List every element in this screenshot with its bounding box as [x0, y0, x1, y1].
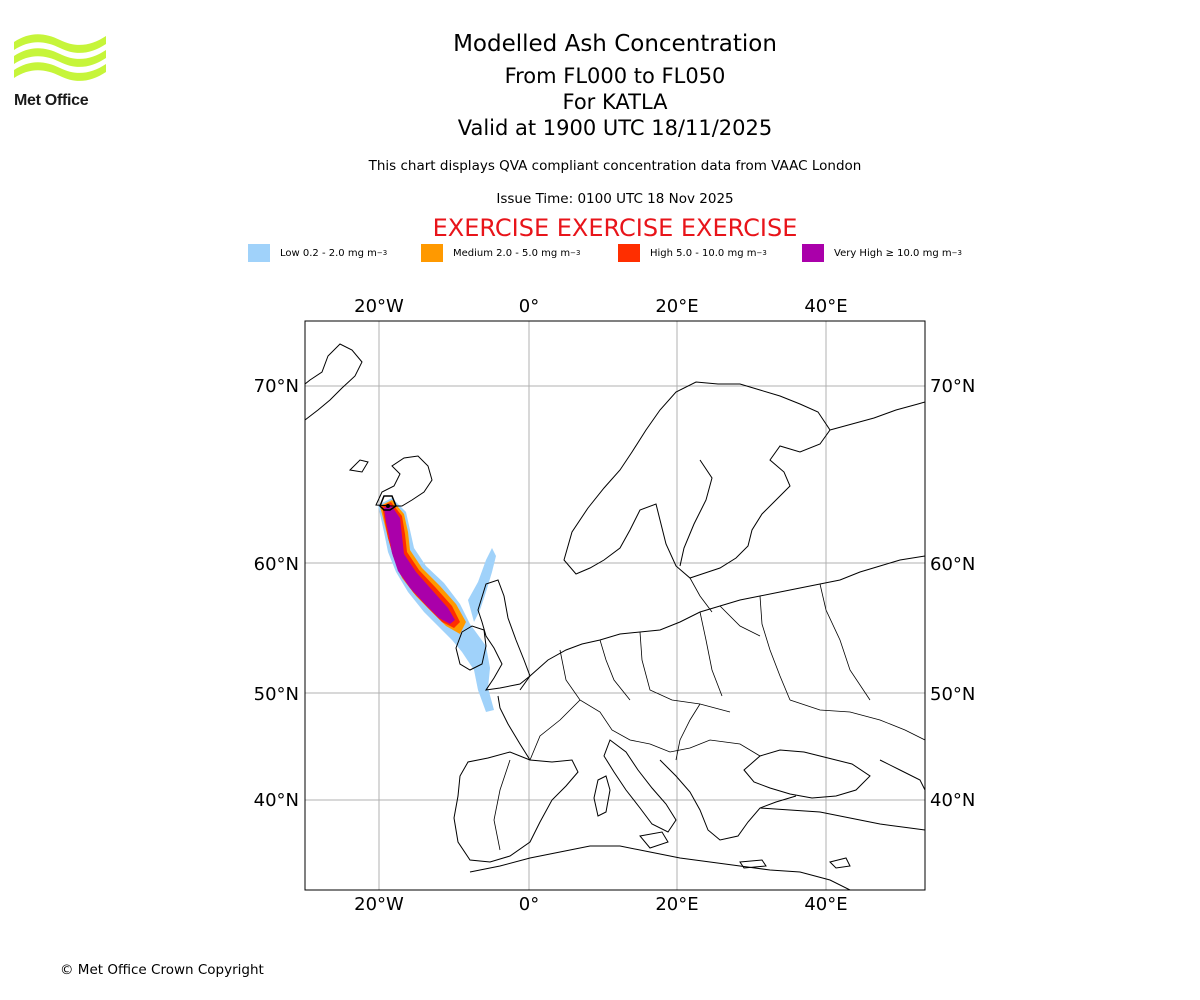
legend-exp-medium: −3 [570, 249, 581, 257]
valid-time: Valid at 1900 UTC 18/11/2025 [457, 116, 773, 140]
ash-very-high-concentration [384, 505, 455, 624]
scandinavia-coast [563, 381, 831, 579]
lon-labels-bottom: 20°W 0° 20°E 40°E [354, 894, 847, 915]
lat-label-left-60n: 60°N [254, 554, 299, 575]
balkans-coast [659, 759, 797, 841]
iberia-coast [453, 751, 579, 863]
north-africa-coast [469, 845, 851, 890]
sardinia-corsica [593, 775, 611, 817]
greenland-coast [305, 343, 363, 421]
iceland-coast [375, 455, 433, 507]
legend-item-high: High 5.0 - 10.0 mg m −3 [618, 244, 767, 262]
lon-label-top-20w: 20°W [354, 296, 404, 317]
volcano-name: For KATLA [562, 90, 668, 114]
chart-title: Modelled Ash Concentration [453, 31, 777, 57]
legend-swatch-low [248, 244, 270, 262]
lat-labels-right: 70°N 60°N 50°N 40°N [930, 376, 975, 811]
exercise-banner: EXERCISE EXERCISE EXERCISE [432, 214, 798, 242]
lat-labels-left: 70°N 60°N 50°N 40°N [254, 376, 299, 811]
map-frame-background [305, 321, 925, 890]
legend-exp-high: −3 [756, 249, 767, 257]
ireland-coast [455, 625, 487, 671]
legend-item-low: Low 0.2 - 2.0 mg m −3 [248, 244, 387, 262]
lon-label-bottom-0: 0° [519, 894, 539, 915]
logo-wordmark: Met Office [14, 92, 89, 109]
lon-label-bottom-40e: 40°E [804, 894, 847, 915]
lon-labels-top: 20°W 0° 20°E 40°E [354, 296, 847, 317]
black-sea-coast [743, 749, 871, 799]
lat-label-left-40n: 40°N [254, 790, 299, 811]
legend-item-very-high: Very High ≥ 10.0 mg m −3 [802, 244, 962, 262]
map-frame [304, 320, 926, 891]
sicily [639, 831, 669, 849]
ash-plume [378, 498, 496, 712]
lat-label-right-70n: 70°N [930, 376, 975, 397]
bay-of-biscay [497, 695, 531, 761]
lat-label-right-60n: 60°N [930, 554, 975, 575]
lon-label-bottom-20w: 20°W [354, 894, 404, 915]
lon-label-top-20e: 20°E [655, 296, 698, 317]
legend-item-medium: Medium 2.0 - 5.0 mg m −3 [421, 244, 580, 262]
legend-swatch-medium [421, 244, 443, 262]
great-britain-coast [477, 579, 531, 691]
legend-label-high: High 5.0 - 10.0 mg m [650, 247, 757, 259]
jan-mayen-coast [348, 459, 369, 473]
legend-exp-low: −3 [376, 249, 388, 257]
cyprus [829, 857, 851, 869]
lat-label-right-40n: 40°N [930, 790, 975, 811]
volcano-marker [379, 495, 397, 511]
ash-low-concentration-north-sea [468, 548, 496, 622]
kola-white-sea [829, 401, 925, 431]
legend-swatch-very-high [802, 244, 824, 262]
anatolia-coast [759, 807, 925, 831]
lon-label-top-40e: 40°E [804, 296, 847, 317]
legend-swatch-high [618, 244, 640, 262]
legend-label-very-high: Very High ≥ 10.0 mg m [834, 247, 952, 259]
chart-description: This chart displays QVA compliant concen… [368, 158, 862, 174]
legend-label-medium: Medium 2.0 - 5.0 mg m [453, 247, 571, 259]
graticule [305, 321, 925, 890]
lon-label-top-0: 0° [519, 296, 539, 317]
issue-time: Issue Time: 0100 UTC 18 Nov 2025 [496, 191, 734, 207]
lat-label-left-70n: 70°N [254, 376, 299, 397]
lat-label-right-50n: 50°N [930, 684, 975, 705]
flight-level-range: From FL000 to FL050 [504, 64, 726, 88]
legend-label-low: Low 0.2 - 2.0 mg m [280, 247, 377, 259]
baltic-gulf-of-bothnia [679, 459, 713, 567]
crete [739, 859, 767, 869]
lon-label-bottom-20e: 20°E [655, 894, 698, 915]
copyright: © Met Office Crown Copyright [60, 962, 264, 978]
legend-exp-very-high: −3 [951, 249, 962, 257]
caspian-caucasus [879, 759, 925, 791]
lat-label-left-50n: 50°N [254, 684, 299, 705]
country-borders [493, 577, 925, 851]
italy-coast [603, 739, 677, 833]
met-office-logo [14, 34, 106, 81]
